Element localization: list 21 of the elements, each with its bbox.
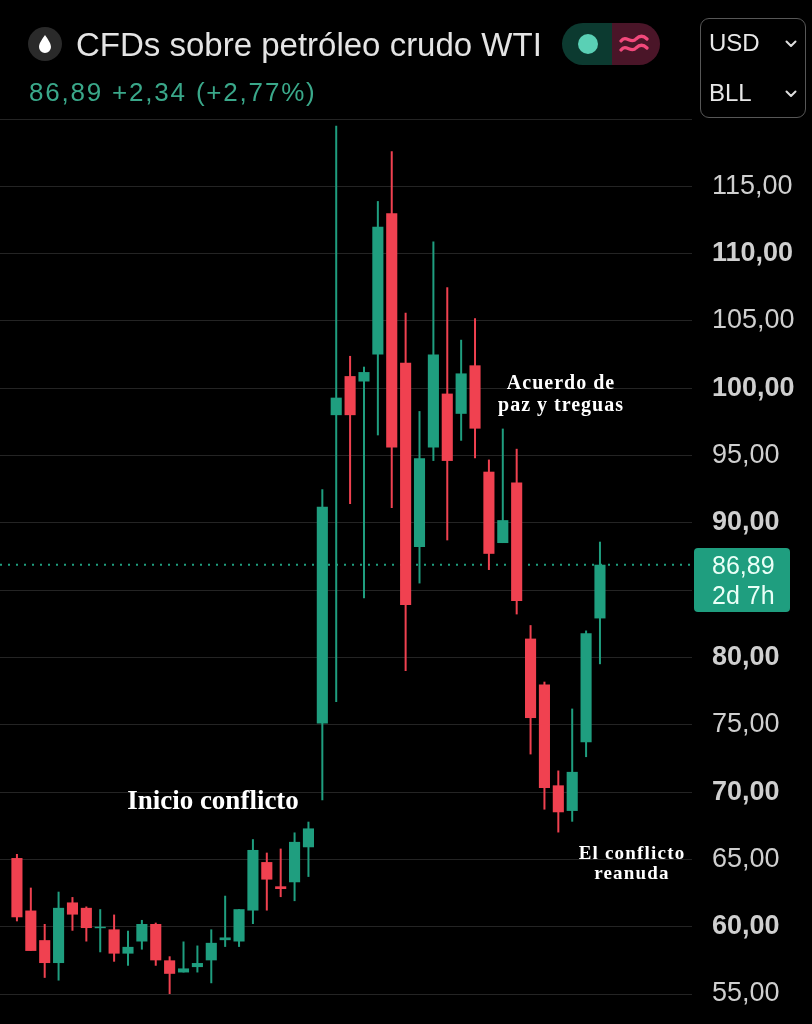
chart-title: CFDs sobre petróleo crudo WTI — [76, 25, 542, 65]
dropdown-panel: USD BLL — [700, 18, 806, 118]
annotation: Inicio conflicto — [126, 784, 300, 816]
y-tick-label: 65,00 — [712, 842, 780, 873]
y-tick-label: 70,00 — [712, 775, 780, 806]
candlestick — [275, 848, 287, 898]
y-tick-label: 55,00 — [712, 977, 780, 1008]
annotation: Acuerdo de paz y treguas — [497, 371, 625, 415]
y-tick-label: 80,00 — [712, 640, 780, 671]
annotation: El conflicto reanuda — [577, 842, 687, 883]
y-tick-label: 90,00 — [712, 506, 780, 537]
y-tick-label: 110,00 — [712, 237, 794, 268]
y-tick-label: 75,00 — [712, 708, 780, 739]
chart-subtitle: 86,89 +2,34 (+2,77%) — [29, 76, 317, 108]
y-tick-label: 115,00 — [712, 169, 793, 200]
y-tick-label: 100,00 — [712, 371, 795, 402]
y-tick-label: 60,00 — [712, 910, 780, 941]
y-tick-label: 95,00 — [712, 438, 780, 469]
candlestick — [219, 895, 231, 947]
ref-line-label: 86,89 2d 7h — [694, 547, 790, 612]
y-tick-label: 105,00 — [712, 304, 795, 335]
